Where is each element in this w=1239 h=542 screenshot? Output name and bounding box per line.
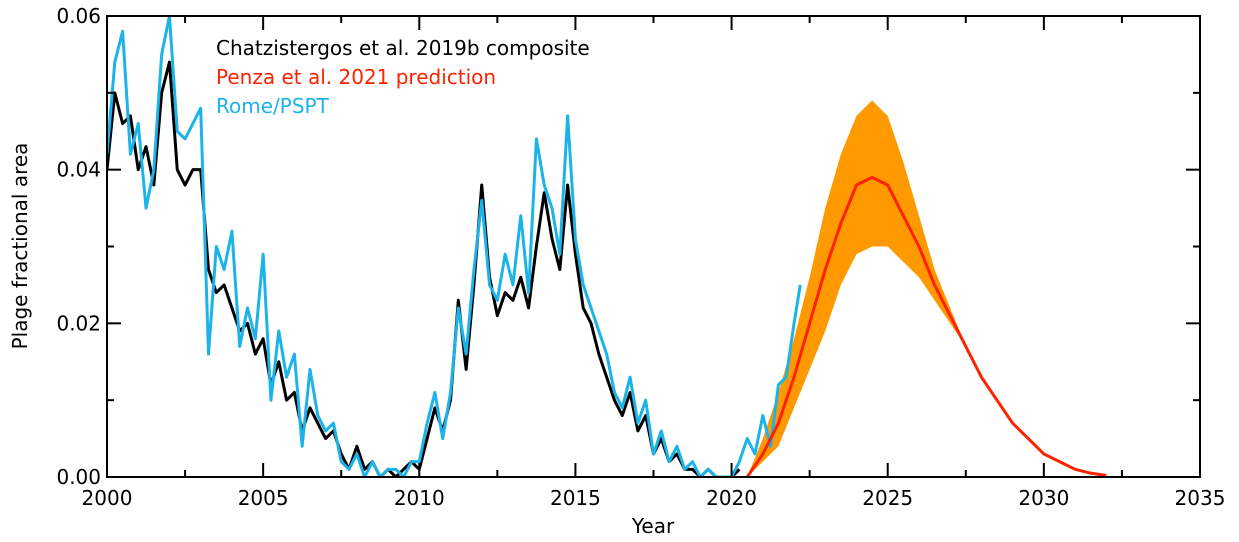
x-tick-label: 2030 <box>1018 486 1069 510</box>
y-tick-label: 0.00 <box>56 465 101 489</box>
series-line <box>745 175 1107 477</box>
y-tick-label: 0.06 <box>56 4 101 28</box>
x-axis-label: Year <box>631 514 675 538</box>
x-tick-label: 2010 <box>394 486 445 510</box>
legend: Chatzistergos et al. 2019b composite Penz… <box>216 36 590 118</box>
series-line <box>107 16 802 477</box>
y-axis-label: Plage fractional area <box>8 143 32 350</box>
x-tick-label: 2035 <box>1175 486 1226 510</box>
axes: 2000 2005 2010 2015 2020 2025 2030 2035 0.00 0.02… <box>56 4 1225 510</box>
legend-entry: Chatzistergos et al. 2019b composite <box>216 36 590 60</box>
x-tick-label: 2005 <box>238 486 289 510</box>
y-tick-label: 0.04 <box>56 158 101 182</box>
x-tick-label: 2020 <box>706 486 757 510</box>
legend-entry: Penza et al. 2021 prediction <box>216 65 496 89</box>
prediction-band <box>747 100 1107 477</box>
x-tick-label: 2025 <box>862 486 913 510</box>
x-tick-label: 2000 <box>82 486 133 510</box>
y-tick-label: 0.02 <box>56 311 101 335</box>
plot-area <box>107 16 1107 477</box>
legend-entry: Rome/PSPT <box>216 94 330 118</box>
x-tick-label: 2015 <box>550 486 601 510</box>
